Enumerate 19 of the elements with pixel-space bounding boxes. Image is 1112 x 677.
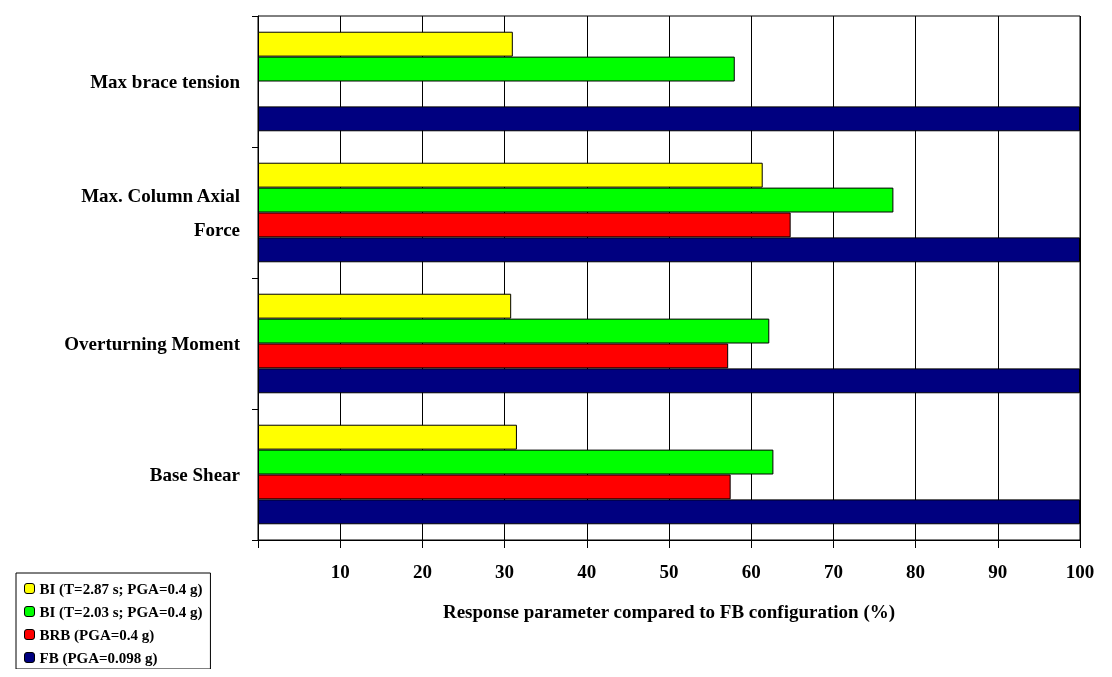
legend-label: BRB (PGA=0.4 g) [39,626,155,644]
y-tick-label: Max. Column Axial Force [81,185,240,240]
x-tick-label: 100 [1065,561,1095,582]
x-tick-label: 90 [988,561,1008,582]
x-tick-label: 60 [741,561,761,582]
y-tick-label: Base Shear [149,464,241,485]
y-tick-label: Overturning Moment [64,333,241,354]
x-tick-label: 50 [659,561,679,582]
x-tick-label: 70 [823,561,843,582]
x-tick-label: 80 [906,561,926,582]
x-tick-label: 10 [330,561,350,582]
x-tick-label: 40 [577,561,597,582]
x-axis-title: Response parameter compared to FB configuration (%) [442,601,896,623]
legend-label: BI (T=2.87 s; PGA=0.4 g) [39,580,203,598]
x-tick-label: 30 [495,561,515,582]
legend-label: BI (T=2.03 s; PGA=0.4 g) [39,603,203,621]
x-tick-label: 20 [412,561,432,582]
legend-label: FB (PGA=0.098 g) [39,649,158,667]
y-tick-label: Max brace tension [90,71,241,92]
